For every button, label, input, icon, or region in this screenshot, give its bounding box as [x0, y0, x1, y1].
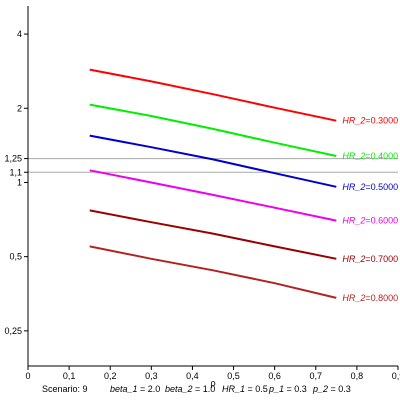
series-label-value-5: =0.8000 [365, 293, 398, 303]
series-line-2 [89, 134, 337, 188]
series-line-5 [89, 245, 337, 299]
y-tick-label-1: 0,5 [9, 252, 22, 262]
x-tick-label-9: 0,9 [392, 371, 400, 381]
caption-param-hr-1: HR_1 = 0.5 [222, 384, 268, 394]
series-label-0: HR_2=0.3000 [342, 116, 398, 126]
x-tick-label-8: 0,8 [351, 371, 364, 381]
series-label-3: HR_2=0.6000 [342, 216, 398, 226]
series-label-prefix-1: HR_2 [342, 151, 365, 161]
caption-param-beta-2-name: beta_2 [165, 384, 193, 394]
series-label-2: HR_2=0.5000 [342, 182, 398, 192]
caption-param-beta-1: beta_1 = 2.0 [110, 384, 161, 394]
series-label-value-0: =0.3000 [365, 116, 398, 126]
series-label-prefix-0: HR_2 [342, 116, 365, 126]
caption-scenario: Scenario: 9 [42, 384, 88, 394]
caption-param-hr-1-value: 0.5 [255, 384, 268, 394]
series-label-prefix-3: HR_2 [342, 216, 365, 226]
series-label-value-2: =0.5000 [365, 182, 398, 192]
caption: Scenario: 9 beta_1 = 2.0 beta_2 = 1.0 HR… [0, 382, 400, 398]
caption-param-beta-1-name: beta_1 [110, 384, 138, 394]
series-label-5: HR_2=0.8000 [342, 293, 398, 303]
y-tick-label-6: 4 [17, 29, 22, 39]
x-tick-label-2: 0,2 [104, 371, 117, 381]
series-line-4 [89, 209, 337, 260]
caption-param-p-1-name: p_1 [269, 384, 285, 394]
x-tick-label-4: 0,4 [186, 371, 199, 381]
caption-param-p-1: p_1 = 0.3 [269, 384, 307, 394]
y-tick-label-5: 2 [17, 103, 22, 113]
series-label-value-4: =0.7000 [365, 254, 398, 264]
series-line-3 [89, 169, 337, 222]
caption-param-beta-1-value: 2.0 [147, 384, 161, 394]
series-label-4: HR_2=0.7000 [342, 254, 398, 264]
caption-param-p-2: p_2 = 0.3 [313, 384, 351, 394]
caption-param-hr-1-name: HR_1 [222, 384, 246, 394]
y-tick-label-2: 1 [17, 177, 22, 187]
y-tick-label-4: 1,25 [4, 154, 22, 164]
caption-param-beta-2-value: 1.0 [202, 384, 216, 394]
caption-param-beta-2: beta_2 = 1.0 [165, 384, 216, 394]
x-tick-label-0: 0 [25, 371, 30, 381]
y-tick-label-0: 0,25 [4, 326, 22, 336]
caption-param-p-1-value: 0.3 [294, 384, 307, 394]
series-label-prefix-2: HR_2 [342, 182, 365, 192]
x-axis-title: ρ [210, 378, 215, 388]
x-tick-label-5: 0,5 [227, 371, 240, 381]
series-label-value-1: =0.4000 [365, 151, 398, 161]
y-tick-label-3: 1,1 [9, 167, 22, 177]
series-label-prefix-4: HR_2 [342, 254, 365, 264]
series-label-1: HR_2=0.4000 [342, 151, 398, 161]
x-tick-label-3: 0,3 [145, 371, 158, 381]
series-line-0 [89, 68, 337, 122]
x-tick-label-1: 0,1 [63, 371, 76, 381]
series-label-prefix-5: HR_2 [342, 293, 365, 303]
series-label-value-3: =0.6000 [365, 216, 398, 226]
caption-param-p-2-value: 0.3 [338, 384, 351, 394]
caption-param-p-2-name: p_2 [313, 384, 329, 394]
series-line-1 [89, 103, 337, 157]
x-tick-label-6: 0,6 [268, 371, 281, 381]
x-tick-label-7: 0,7 [310, 371, 323, 381]
